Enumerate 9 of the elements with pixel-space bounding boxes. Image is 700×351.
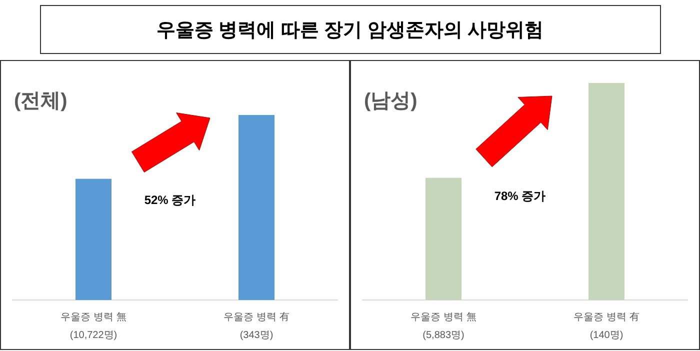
annotation: 52% 증가: [144, 193, 196, 207]
x-tick-label: 우울증 병력 有 (343명): [224, 311, 290, 341]
chart-subtitle: (전체): [14, 90, 68, 112]
chart-subtitle: (남성): [364, 90, 418, 112]
chart-title: 우울증 병력에 따른 장기 암생존자의 사망위험: [156, 20, 544, 41]
x-tick-label: 우울증 병력 無 (10,722명): [60, 311, 126, 341]
annotation: 78% 증가: [494, 189, 546, 203]
x-tick-label: 우울증 병력 有 (140명): [574, 311, 640, 341]
x-tick-label: 우울증 병력 無 (5,883명): [410, 311, 476, 341]
